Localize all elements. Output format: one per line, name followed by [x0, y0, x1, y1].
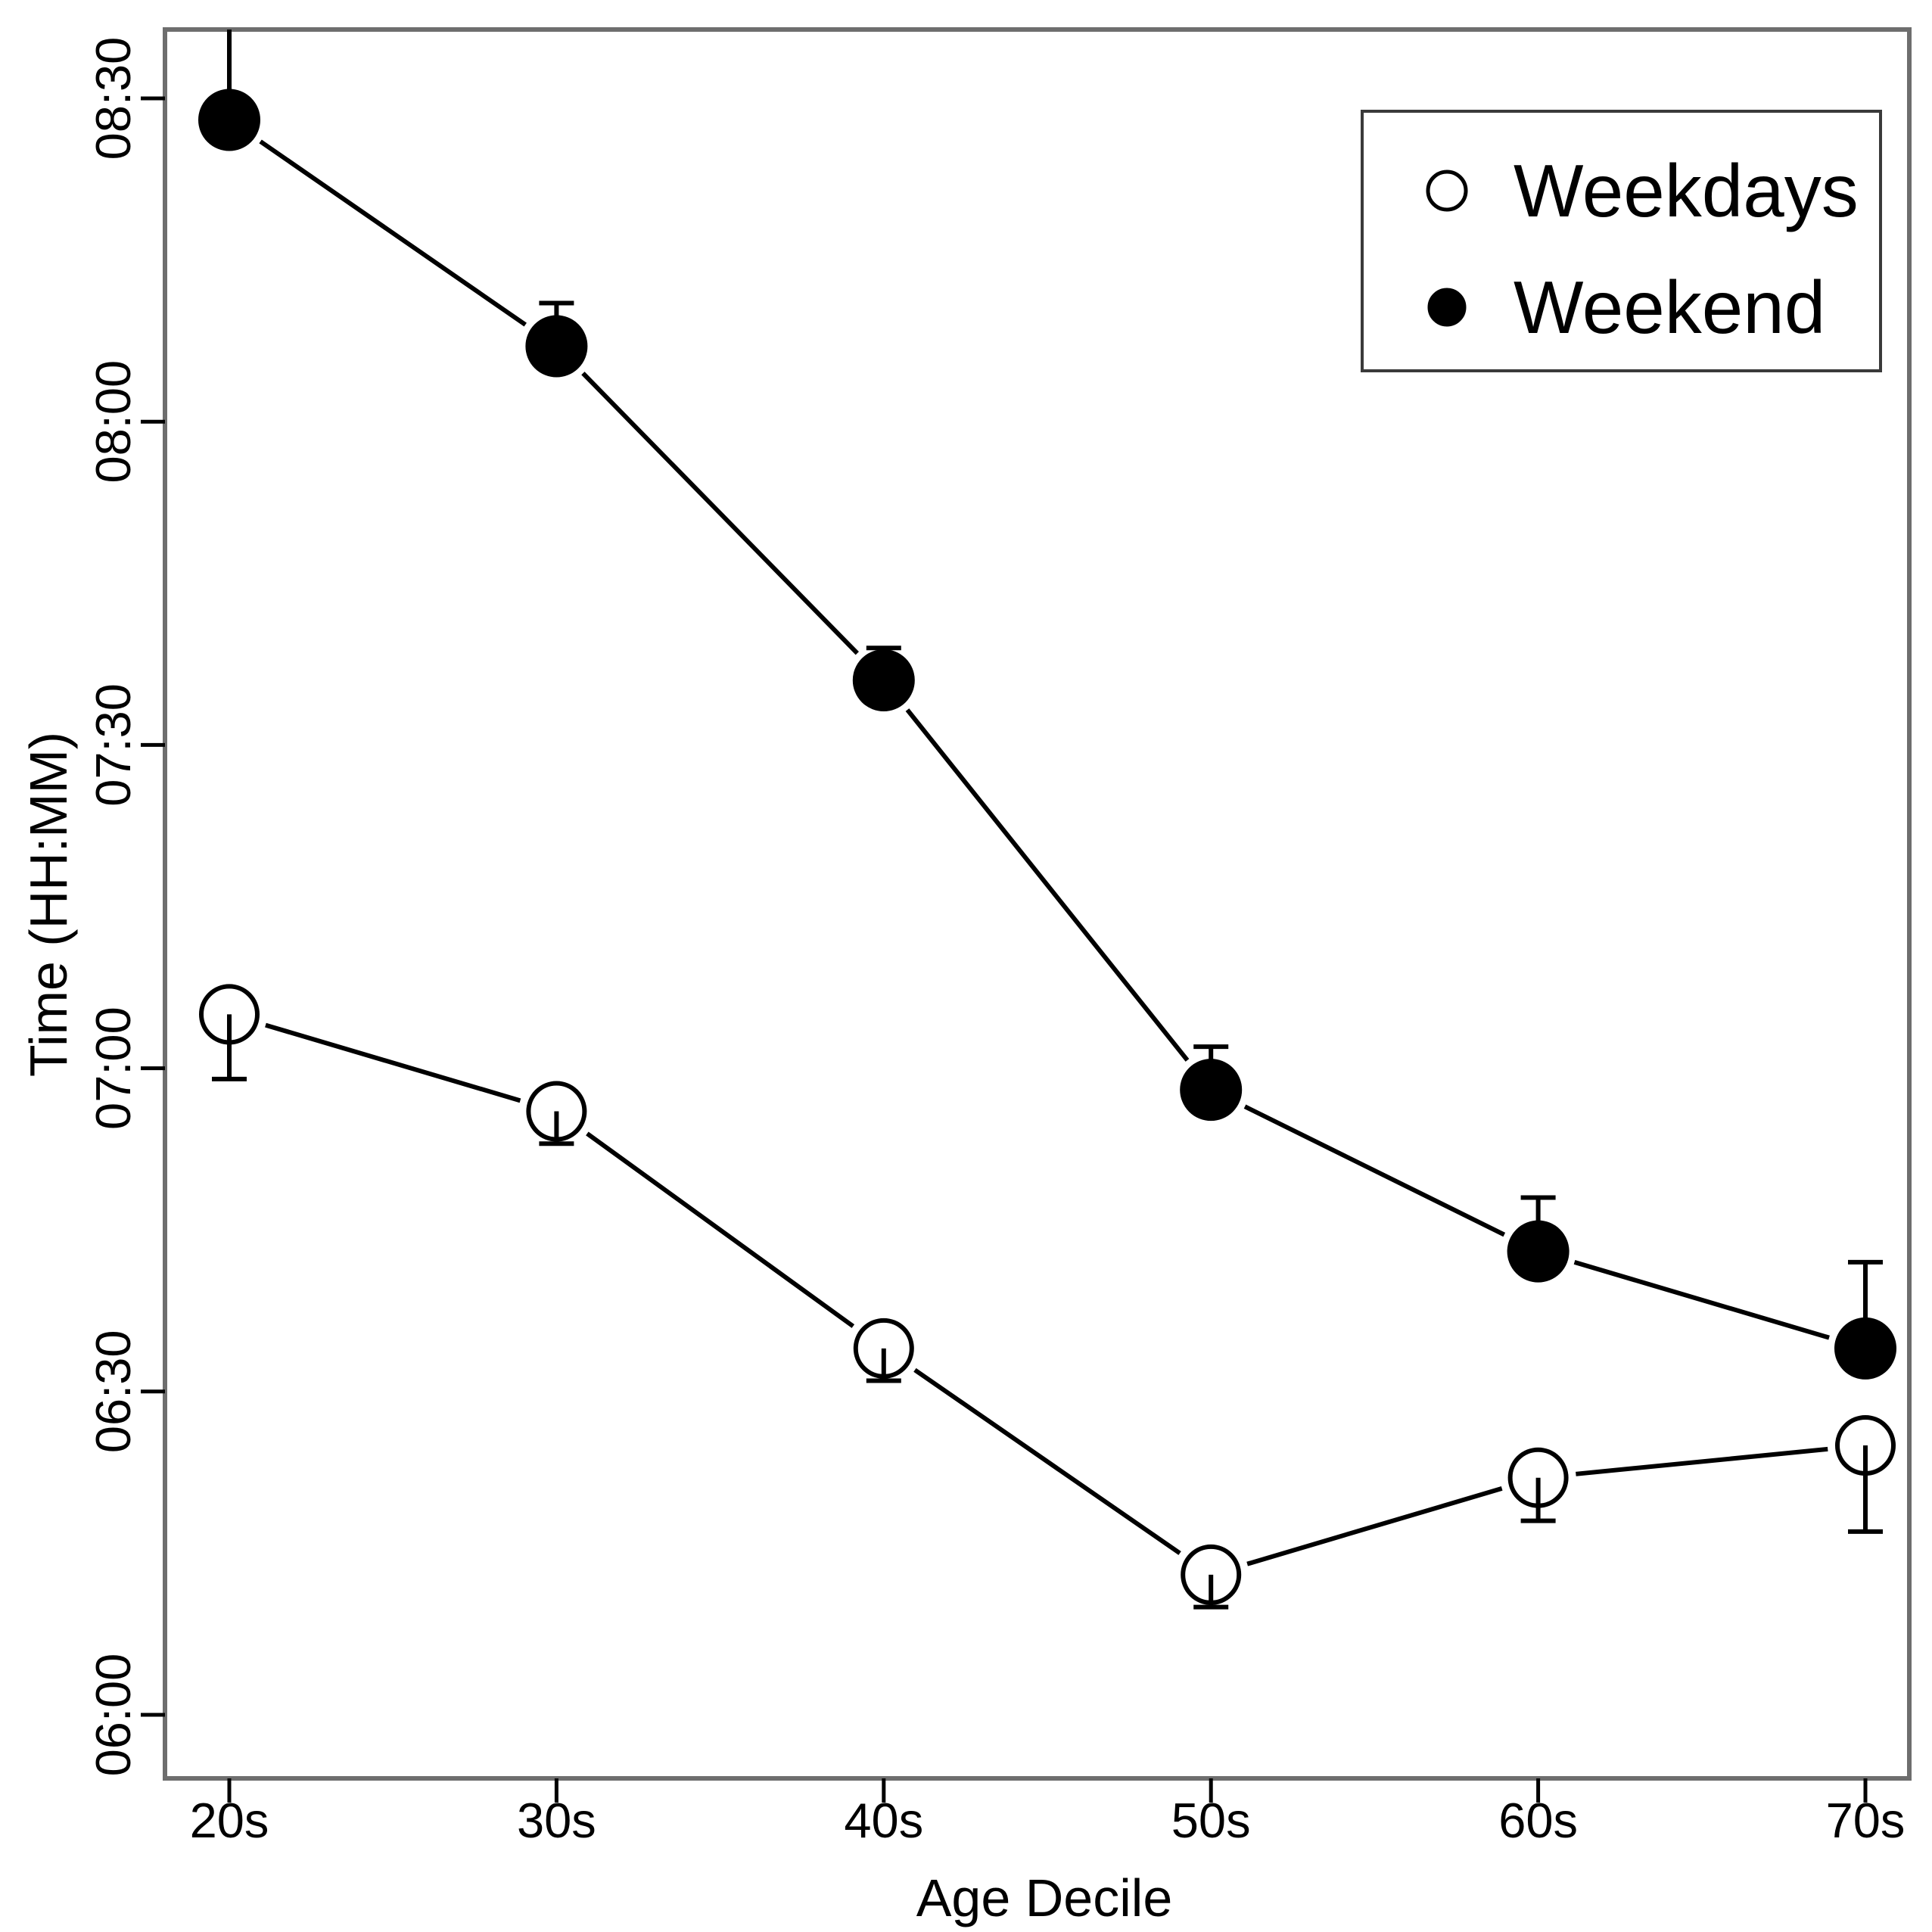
data-point-weekend-20s [198, 89, 260, 151]
legend-label-weekend: Weekend [1514, 266, 1825, 349]
axis-tick-labels-layer: 20s 30s 40s 50s 60s 70s 06:00 06:30 07:00 07:30 08… [86, 37, 1905, 1848]
y-tick-label: 08:30 [86, 37, 141, 160]
x-tick-label: 30s [517, 1793, 596, 1848]
data-point-weekdays-50s [1181, 1544, 1242, 1605]
x-tick-label: 40s [844, 1793, 923, 1848]
series-segment-weekdays [586, 1131, 855, 1328]
plot-frame [163, 27, 1912, 1781]
data-point-weekend-30s [525, 315, 588, 378]
series-segment-weekend [259, 139, 527, 327]
data-point-weekdays-40s [853, 1318, 914, 1379]
legend-box [1361, 110, 1882, 372]
data-point-weekend-70s [1834, 1317, 1896, 1380]
data-point-weekdays-70s [1835, 1415, 1896, 1476]
series-segment-weekdays [265, 1022, 521, 1103]
data-point-weekdays-20s [199, 984, 260, 1045]
x-axis-title: Age Decile [916, 1868, 1173, 1927]
series-markers-layer [198, 89, 1896, 1605]
series-segment-weekdays [1576, 1446, 1828, 1476]
y-tick-label: 06:30 [86, 1330, 141, 1453]
series-segment-weekend [905, 708, 1190, 1062]
series-segment-weekend [1243, 1104, 1506, 1237]
y-tick-label: 06:00 [86, 1654, 141, 1777]
data-point-weekend-60s [1507, 1220, 1570, 1283]
legend-marker-weekend-filled-circle-icon [1427, 288, 1467, 327]
y-tick-label: 08:00 [86, 360, 141, 484]
series-segment-weekend [1573, 1260, 1830, 1340]
data-point-weekdays-60s [1507, 1447, 1569, 1508]
y-tick-label: 07:00 [86, 1006, 141, 1130]
series-lines-layer [259, 139, 1830, 1566]
y-axis-title: Time (HH:MM) [19, 732, 78, 1077]
data-point-weekdays-30s [526, 1081, 587, 1142]
series-segment-weekdays [1246, 1486, 1503, 1566]
series-segment-weekdays [913, 1367, 1181, 1555]
x-tick-label: 50s [1171, 1793, 1251, 1848]
y-tick-label: 07:30 [86, 683, 141, 807]
x-tick-label: 60s [1498, 1793, 1578, 1848]
axis-ticks-layer [141, 96, 1868, 1803]
legend-marker-weekdays-open-circle-icon [1426, 170, 1468, 212]
legend: Weekdays Weekend [1361, 110, 1882, 372]
x-tick-label: 70s [1826, 1793, 1906, 1848]
legend-label-weekdays: Weekdays [1514, 149, 1859, 232]
x-tick-label: 20s [190, 1793, 269, 1848]
data-point-weekend-50s [1180, 1059, 1243, 1122]
series-segment-weekend [581, 372, 859, 655]
data-point-weekend-40s [852, 649, 915, 711]
